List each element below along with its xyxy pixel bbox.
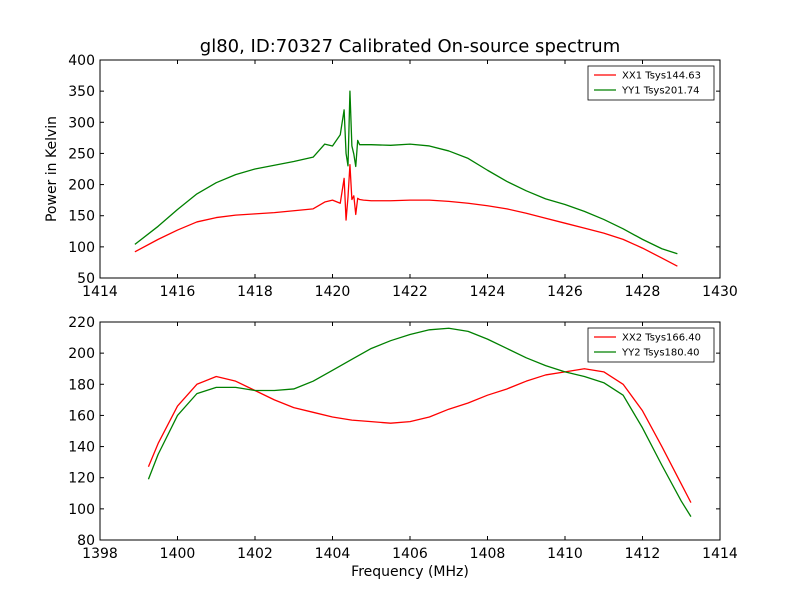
x-tick-label: 1424 — [470, 284, 506, 300]
series-line-yy-1 — [134, 90, 678, 255]
y-tick-label: 100 — [68, 502, 95, 518]
x-tick-label: 1428 — [625, 284, 661, 300]
y-tick-label: 150 — [68, 209, 95, 225]
y-tick-label: 180 — [68, 377, 95, 393]
x-tick-label: 1410 — [547, 546, 583, 562]
legend: XX1 Tsys144.63 YY1 Tsys201.74 — [587, 65, 715, 101]
x-tick-label: 1400 — [160, 546, 196, 562]
y-tick-label: 350 — [68, 84, 95, 100]
x-tick-label: 1420 — [315, 284, 351, 300]
x-tick-label: 1418 — [237, 284, 273, 300]
x-tick-label: 1408 — [470, 546, 506, 562]
x-tick-label: 1416 — [160, 284, 196, 300]
x-axis-label: Frequency (MHz) — [351, 564, 469, 580]
x-tick-label: 1422 — [392, 284, 428, 300]
legend-label: XX1 Tsys144.63 — [622, 71, 701, 82]
series-line-xx-2 — [147, 368, 692, 503]
bottom-spectrum-panel: 1398 1400 1402 1404 1406 1408 1410 1412 1414 80 10… — [68, 315, 738, 580]
x-tick-label: 1402 — [237, 546, 273, 562]
y-tick-label: 50 — [77, 271, 95, 287]
y-tick-label: 250 — [68, 146, 95, 162]
y-tick-label: 160 — [68, 408, 95, 424]
x-tick-label: 1414 — [82, 284, 118, 300]
y-tick-label: 80 — [77, 533, 95, 549]
y-tick-label: 200 — [68, 346, 95, 362]
y-tick-label: 140 — [68, 440, 95, 456]
x-tick-label: 1404 — [315, 546, 351, 562]
y-tick-label: 300 — [68, 115, 95, 131]
legend-label: XX2 Tsys166.40 — [622, 333, 701, 344]
x-tick-label: 1414 — [702, 546, 738, 562]
y-tick-label: 220 — [68, 315, 95, 331]
legend-box — [587, 327, 715, 363]
figure-title: gl80, ID:70327 Calibrated On-source spec… — [200, 36, 620, 57]
x-tick-label: 1406 — [392, 546, 428, 562]
x-tick-label: 1426 — [547, 284, 583, 300]
legend: XX2 Tsys166.40 YY2 Tsys180.40 — [587, 327, 715, 363]
y-tick-label: 400 — [68, 53, 95, 69]
x-tick-label: 1412 — [625, 546, 661, 562]
series-line-xx-1 — [134, 163, 678, 267]
legend-box — [587, 65, 715, 101]
y-tick-label: 100 — [68, 240, 95, 256]
series-line-yy-2 — [147, 327, 692, 517]
y-axis-label: Power in Kelvin — [44, 116, 60, 222]
x-tick-label: 1398 — [82, 546, 118, 562]
y-tick-label: 120 — [68, 471, 95, 487]
top-spectrum-panel: 1414 1416 1418 1420 1422 1424 1426 1428 1430 50 10… — [44, 53, 738, 300]
legend-label: YY1 Tsys201.74 — [621, 86, 700, 97]
x-tick-label: 1430 — [702, 284, 738, 300]
y-tick-label: 200 — [68, 178, 95, 194]
legend-label: YY2 Tsys180.40 — [621, 348, 700, 359]
